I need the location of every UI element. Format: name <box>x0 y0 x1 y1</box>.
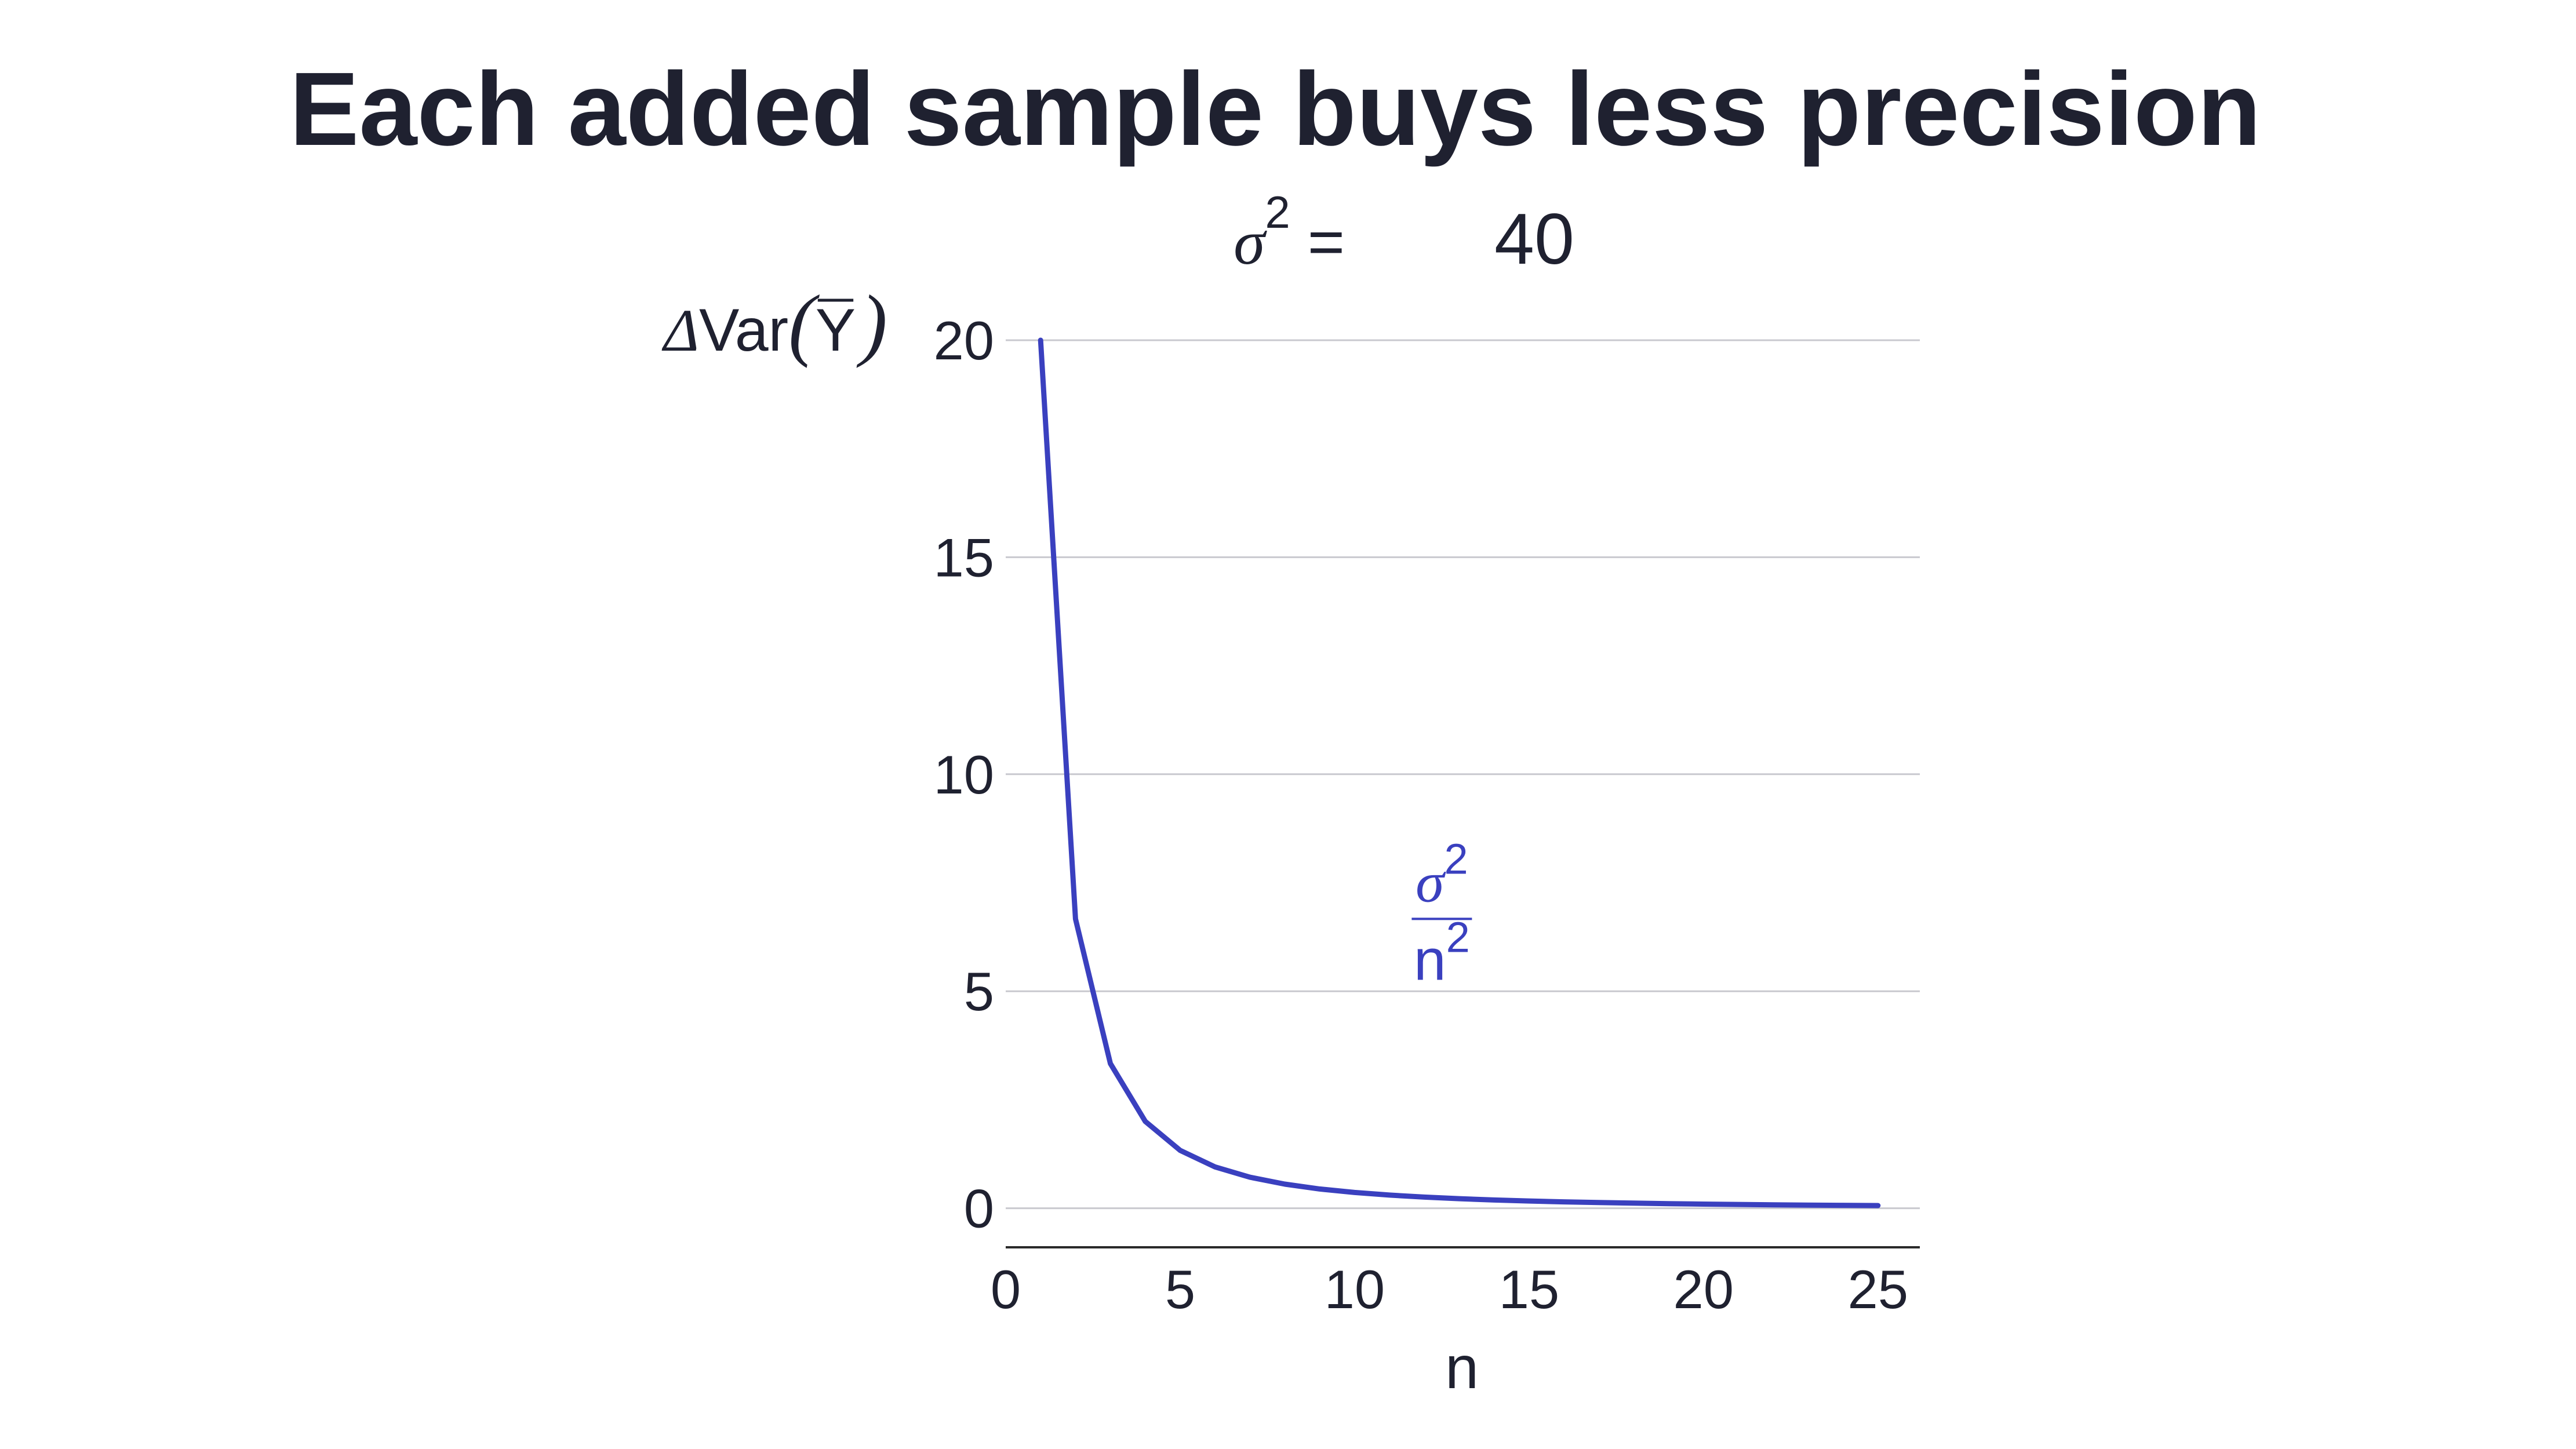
x-tick-label: 15 <box>1499 1259 1560 1320</box>
subtitle-sigma: σ <box>1234 207 1267 278</box>
y-tick-label: 5 <box>964 961 994 1022</box>
x-tick-labels: 0 5 10 15 20 25 <box>991 1259 1908 1320</box>
y-axis-title-delta: Δ <box>661 297 699 364</box>
y-tick-label: 0 <box>964 1178 994 1239</box>
y-tick-label: 15 <box>933 527 994 588</box>
series-annotation: σ2 n2 <box>1411 835 1472 992</box>
annotation-denominator: n2 <box>1414 913 1470 992</box>
grid-lines <box>1006 339 1920 1210</box>
y-axis-title-var: Var <box>699 297 788 364</box>
y-tick-label: 10 <box>933 744 994 805</box>
y-axis-title: ΔVar(Y) <box>661 279 887 369</box>
subtitle-value: 40 <box>1494 199 1574 279</box>
x-tick-label: 0 <box>991 1259 1021 1320</box>
x-tick-label: 10 <box>1325 1259 1385 1320</box>
y-axis-title-open-paren: ( <box>788 279 820 369</box>
y-tick-label: 20 <box>933 310 994 371</box>
annotation-n: n <box>1414 927 1446 992</box>
annotation-sigma: σ <box>1416 850 1446 914</box>
x-tick-label: 25 <box>1847 1259 1908 1320</box>
y-axis-title-ybar: Y <box>816 297 856 364</box>
y-axis-title-close-paren: ) <box>856 279 887 369</box>
annotation-denominator-exponent: 2 <box>1446 913 1470 961</box>
annotation-numerator: σ2 <box>1416 835 1468 914</box>
series-line <box>1038 337 1881 1208</box>
annotation-numerator-exponent: 2 <box>1444 835 1468 883</box>
series-group <box>1038 337 1881 1208</box>
subtitle-equals: = <box>1308 206 1345 278</box>
chart-subtitle: σ2 = <box>1234 187 1345 278</box>
x-tick-label: 20 <box>1673 1259 1734 1320</box>
subtitle-exponent: 2 <box>1265 187 1290 238</box>
y-tick-labels: 0 5 10 15 20 <box>933 310 994 1239</box>
x-axis-title: n <box>1445 1334 1479 1401</box>
chart-title: Each added sample buys less precision <box>289 51 2261 168</box>
x-tick-label: 5 <box>1165 1259 1195 1320</box>
